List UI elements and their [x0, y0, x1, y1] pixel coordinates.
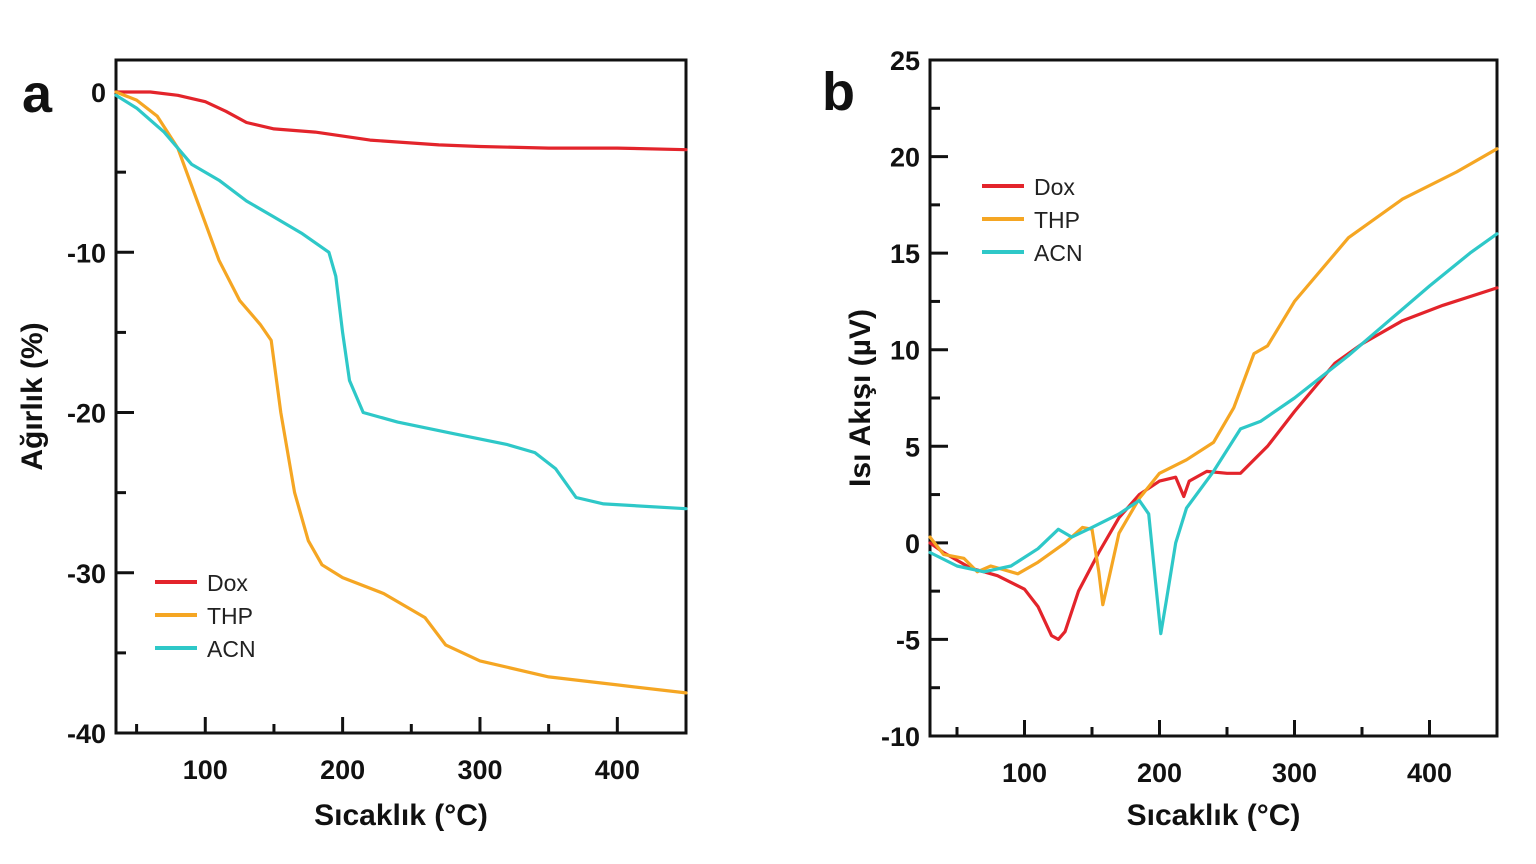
x-tick-label: 300: [1272, 758, 1317, 788]
panel-label: b: [822, 62, 855, 122]
y-tick-label: 0: [91, 78, 106, 108]
y-tick-label: -10: [881, 722, 920, 752]
y-tick-label: -30: [67, 559, 106, 589]
y-tick-label: 25: [890, 46, 920, 76]
plot-frame: [114, 58, 688, 735]
legend-label-acn: ACN: [207, 636, 256, 662]
y-axis-label: Ağırlık (%): [16, 322, 49, 470]
series-line-dox: [114, 90, 688, 152]
x-tick-label: 400: [1407, 758, 1452, 788]
legend-label-acn: ACN: [1034, 240, 1083, 266]
series-line-dox: [928, 286, 1499, 641]
series-line-acn: [928, 232, 1499, 636]
panel-b: 100 200 300 400 25 20 15 10 5 0 -5 -10 Dox THP ACN b Sıc…: [822, 46, 1499, 832]
x-axis-label: Sıcaklık (°C): [314, 799, 488, 832]
legend-label-dox: Dox: [1034, 174, 1075, 200]
panel-label: a: [22, 64, 53, 124]
x-axis-label: Sıcaklık (°C): [1127, 799, 1301, 832]
x-tick-label: 200: [1137, 758, 1182, 788]
y-tick-label: -10: [67, 238, 106, 268]
series-line-thp: [928, 147, 1499, 607]
x-tick-label: 400: [595, 755, 640, 785]
plot-frame: [928, 58, 1499, 738]
y-tick-label: -5: [896, 625, 920, 655]
y-tick-label: 0: [905, 529, 920, 559]
legend: Dox THP ACN: [982, 174, 1083, 266]
y-tick-label: 20: [890, 143, 920, 173]
legend: Dox THP ACN: [155, 570, 256, 662]
y-axis-label: Isı Akışı (µV): [844, 309, 877, 487]
legend-label-thp: THP: [1034, 207, 1080, 233]
series-line-thp: [114, 90, 688, 695]
x-tick-label: 200: [320, 755, 365, 785]
y-tick-label: -40: [67, 719, 106, 749]
y-tick-label: 5: [905, 432, 920, 462]
legend-label-thp: THP: [207, 603, 253, 629]
series-line-acn: [114, 93, 688, 511]
y-tick-label: 10: [890, 336, 920, 366]
y-tick-label: 15: [890, 239, 920, 269]
x-tick-label: 300: [457, 755, 502, 785]
panel-a: 100 200 300 400 0 -10 -20 -30 -40 Dox THP ACN a Sıcak…: [16, 58, 688, 832]
x-tick-label: 100: [1002, 758, 1047, 788]
y-tick-label: -20: [67, 399, 106, 429]
legend-label-dox: Dox: [207, 570, 248, 596]
x-tick-label: 100: [183, 755, 228, 785]
